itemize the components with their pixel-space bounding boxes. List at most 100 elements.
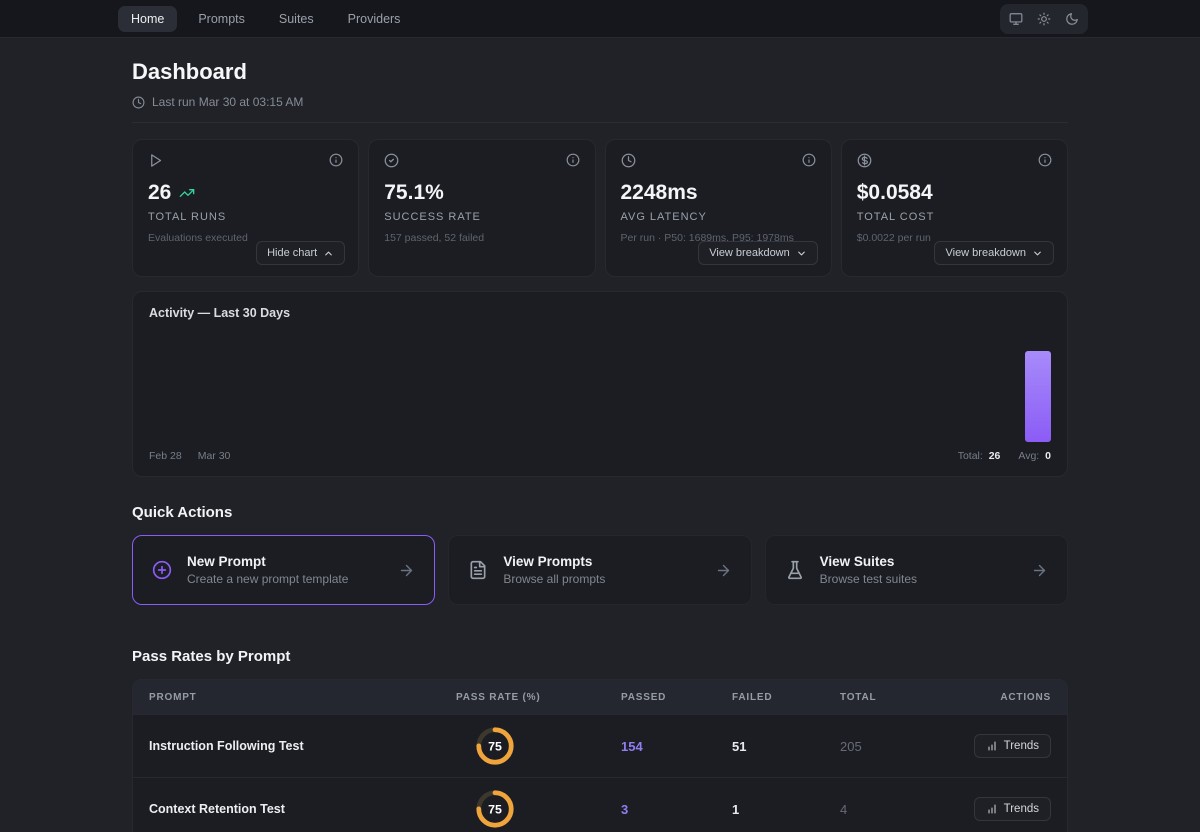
col-header-total: TOTAL — [840, 691, 877, 703]
light-theme-button[interactable] — [1031, 7, 1057, 31]
total-count: 4 — [840, 801, 848, 817]
clock-icon — [132, 96, 145, 109]
table-row: Instruction Following Test 75 154 51 205… — [133, 714, 1067, 777]
activity-summary: Total: 26 Avg: 0 — [958, 450, 1051, 462]
cost-breakdown-label: View breakdown — [945, 247, 1026, 259]
stat-card-total-runs: 26 TOTAL RUNS Evaluations executed Hide … — [132, 139, 360, 277]
total-runs-label: TOTAL RUNS — [148, 211, 227, 223]
nav-tabs: Home Prompts Suites Providers — [118, 5, 413, 32]
moon-icon — [1065, 12, 1079, 26]
pass-rates-heading: Pass Rates by Prompt — [132, 648, 291, 665]
theme-switcher — [1000, 3, 1088, 34]
stat-card-avg-latency: 2248ms AVG LATENCY Per run · P50: 1689ms… — [604, 139, 832, 277]
quick-action-new-prompt[interactable]: New Prompt Create a new prompt template — [132, 535, 436, 605]
file-icon — [468, 560, 488, 580]
activity-bars — [149, 330, 1052, 442]
dark-theme-button[interactable] — [1059, 7, 1085, 31]
total-cost-value: $0.0584 — [856, 181, 933, 204]
pass-rate-ring: 75 — [476, 727, 514, 765]
plus-circle-icon — [152, 560, 172, 580]
quick-actions-heading: Quick Actions — [132, 504, 233, 521]
passed-count: 3 — [621, 801, 629, 817]
svg-text:75: 75 — [488, 739, 502, 753]
table-header-row: PROMPT PASS RATE (%) PASSED FAILED TOTAL… — [133, 680, 1067, 714]
prompt-name: Context Retention Test — [149, 802, 285, 816]
success-rate-label: SUCCESS RATE — [384, 211, 481, 223]
info-icon[interactable] — [802, 153, 816, 167]
bar-chart-icon — [986, 740, 998, 752]
stats-row: 26 TOTAL RUNS Evaluations executed Hide … — [132, 139, 1068, 277]
latency-breakdown-label: View breakdown — [709, 247, 790, 259]
nav-tab-prompts[interactable]: Prompts — [198, 11, 245, 26]
dollar-circle-icon — [857, 153, 872, 168]
total-runs-sub: Evaluations executed — [148, 232, 248, 244]
chevron-down-icon — [796, 248, 807, 259]
nav-tab-providers[interactable]: Providers — [347, 11, 401, 26]
nav-tab-home[interactable]: Home — [118, 5, 178, 32]
last-run-text: Last run Mar 30 at 03:15 AM — [152, 95, 304, 109]
failed-count: 51 — [732, 738, 747, 754]
failed-count: 1 — [732, 801, 740, 817]
play-icon — [148, 153, 163, 168]
last-run-status: Last run Mar 30 at 03:15 AM — [132, 94, 1068, 110]
col-header-prompt: PROMPT — [149, 691, 197, 703]
info-icon[interactable] — [1038, 153, 1052, 167]
svg-text:75: 75 — [488, 802, 502, 816]
latency-breakdown-button[interactable]: View breakdown — [698, 241, 818, 265]
quick-action-view-suites[interactable]: View Suites Browse test suites — [764, 535, 1068, 605]
success-rate-sub: 157 passed, 52 failed — [384, 232, 485, 244]
quick-action-title: View Prompts — [503, 554, 593, 569]
sun-icon — [1037, 12, 1051, 26]
check-circle-icon — [384, 153, 399, 168]
quick-action-title: View Suites — [819, 554, 895, 569]
success-rate-value: 75.1% — [384, 181, 444, 204]
trending-up-icon — [179, 185, 195, 201]
prompt-name: Instruction Following Test — [149, 739, 304, 753]
quick-action-sub: Browse all prompts — [503, 572, 606, 586]
total-cost-label: TOTAL COST — [856, 211, 935, 223]
activity-chart-title: Activity — Last 30 Days — [149, 306, 291, 320]
top-nav: Home Prompts Suites Providers — [0, 0, 1200, 38]
arrow-right-icon — [715, 562, 732, 579]
hide-chart-label: Hide chart — [267, 247, 318, 259]
quick-action-sub: Browse test suites — [819, 572, 918, 586]
stat-card-total-cost: $0.0584 TOTAL COST $0.0022 per run View … — [840, 139, 1068, 277]
total-runs-value: 26 — [148, 181, 172, 204]
activity-chart-footer: Feb 28 Mar 30 Total: 26 Avg: 0 — [149, 450, 1051, 462]
activity-avg: Avg: 0 — [1018, 450, 1051, 462]
main-content: Dashboard Last run Mar 30 at 03:15 AM 26 — [0, 38, 1200, 832]
header-divider — [132, 122, 1068, 123]
avg-latency-label: AVG LATENCY — [620, 211, 707, 223]
info-icon[interactable] — [329, 153, 343, 167]
monitor-icon — [1009, 12, 1023, 26]
trends-button[interactable]: Trends — [973, 734, 1051, 758]
system-theme-button[interactable] — [1003, 7, 1029, 31]
arrow-right-icon — [398, 562, 415, 579]
bar-chart-icon — [986, 803, 998, 815]
col-header-passed: PASSED — [621, 691, 667, 703]
passed-count: 154 — [621, 738, 643, 754]
cost-breakdown-button[interactable]: View breakdown — [934, 241, 1054, 265]
hide-chart-button[interactable]: Hide chart — [256, 241, 346, 265]
chevron-down-icon — [1032, 248, 1043, 259]
chevron-up-icon — [323, 248, 334, 259]
table-row: Context Retention Test 75 3 1 4 Trends — [133, 777, 1067, 832]
x-axis-start-label: Feb 28 — [149, 450, 182, 462]
quick-actions-row: New Prompt Create a new prompt template … — [132, 535, 1068, 605]
flask-icon — [785, 560, 805, 580]
stat-card-success-rate: 75.1% SUCCESS RATE 157 passed, 52 failed — [368, 139, 596, 277]
total-count: 205 — [840, 738, 862, 754]
quick-action-view-prompts[interactable]: View Prompts Browse all prompts — [448, 535, 752, 605]
nav-tab-suites[interactable]: Suites — [278, 11, 314, 26]
activity-chart-card: Activity — Last 30 Days Feb 28 Mar 30 To… — [132, 291, 1068, 477]
pass-rates-table: PROMPT PASS RATE (%) PASSED FAILED TOTAL… — [132, 679, 1068, 832]
trends-button[interactable]: Trends — [973, 797, 1051, 821]
total-cost-sub: $0.0022 per run — [856, 232, 931, 244]
col-header-pass-rate: PASS RATE (%) — [456, 691, 541, 703]
col-header-failed: FAILED — [732, 691, 773, 703]
trends-label: Trends — [1003, 803, 1039, 815]
avg-latency-value: 2248ms — [620, 181, 698, 204]
trends-label: Trends — [1003, 740, 1039, 752]
info-icon[interactable] — [566, 153, 580, 167]
col-header-actions: ACTIONS — [1000, 691, 1051, 703]
